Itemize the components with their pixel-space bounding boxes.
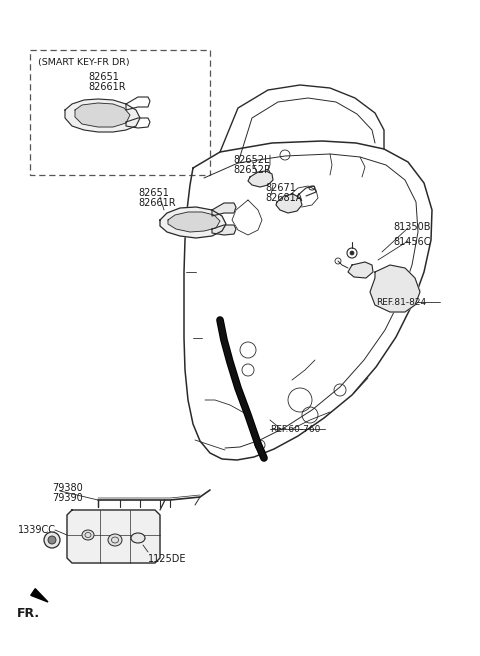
- Text: 82661R: 82661R: [138, 198, 176, 208]
- Polygon shape: [248, 171, 273, 187]
- Text: 1339CC: 1339CC: [18, 525, 56, 535]
- Text: 79390: 79390: [52, 493, 83, 503]
- Circle shape: [44, 532, 60, 548]
- Text: 81456C: 81456C: [393, 237, 431, 247]
- Text: 82652L: 82652L: [233, 155, 269, 165]
- Ellipse shape: [108, 534, 122, 546]
- Text: 81350B: 81350B: [393, 222, 431, 232]
- Polygon shape: [67, 510, 160, 563]
- Text: 82651: 82651: [88, 72, 119, 82]
- Polygon shape: [370, 265, 420, 312]
- Text: (SMART KEY-FR DR): (SMART KEY-FR DR): [38, 58, 130, 67]
- Text: 1125DE: 1125DE: [148, 554, 187, 564]
- Polygon shape: [65, 99, 140, 132]
- Text: REF.81-824: REF.81-824: [376, 298, 426, 307]
- Polygon shape: [160, 207, 226, 238]
- Text: FR.: FR.: [17, 607, 40, 620]
- Text: 82671: 82671: [265, 183, 296, 193]
- Polygon shape: [31, 588, 48, 602]
- Circle shape: [350, 251, 354, 255]
- Text: REF.60-760: REF.60-760: [270, 425, 320, 434]
- Polygon shape: [212, 203, 236, 216]
- Bar: [30, 50, 210, 175]
- Polygon shape: [168, 212, 220, 232]
- Text: 82651: 82651: [138, 188, 169, 198]
- Circle shape: [48, 536, 56, 544]
- Text: 79380: 79380: [52, 483, 83, 493]
- Polygon shape: [75, 103, 130, 127]
- Ellipse shape: [82, 530, 94, 540]
- Text: 82652R: 82652R: [233, 165, 271, 175]
- Polygon shape: [348, 262, 373, 278]
- Text: 82661R: 82661R: [88, 82, 126, 92]
- Ellipse shape: [131, 533, 145, 543]
- Text: 82681A: 82681A: [265, 193, 302, 203]
- Polygon shape: [276, 194, 302, 213]
- Polygon shape: [212, 225, 236, 235]
